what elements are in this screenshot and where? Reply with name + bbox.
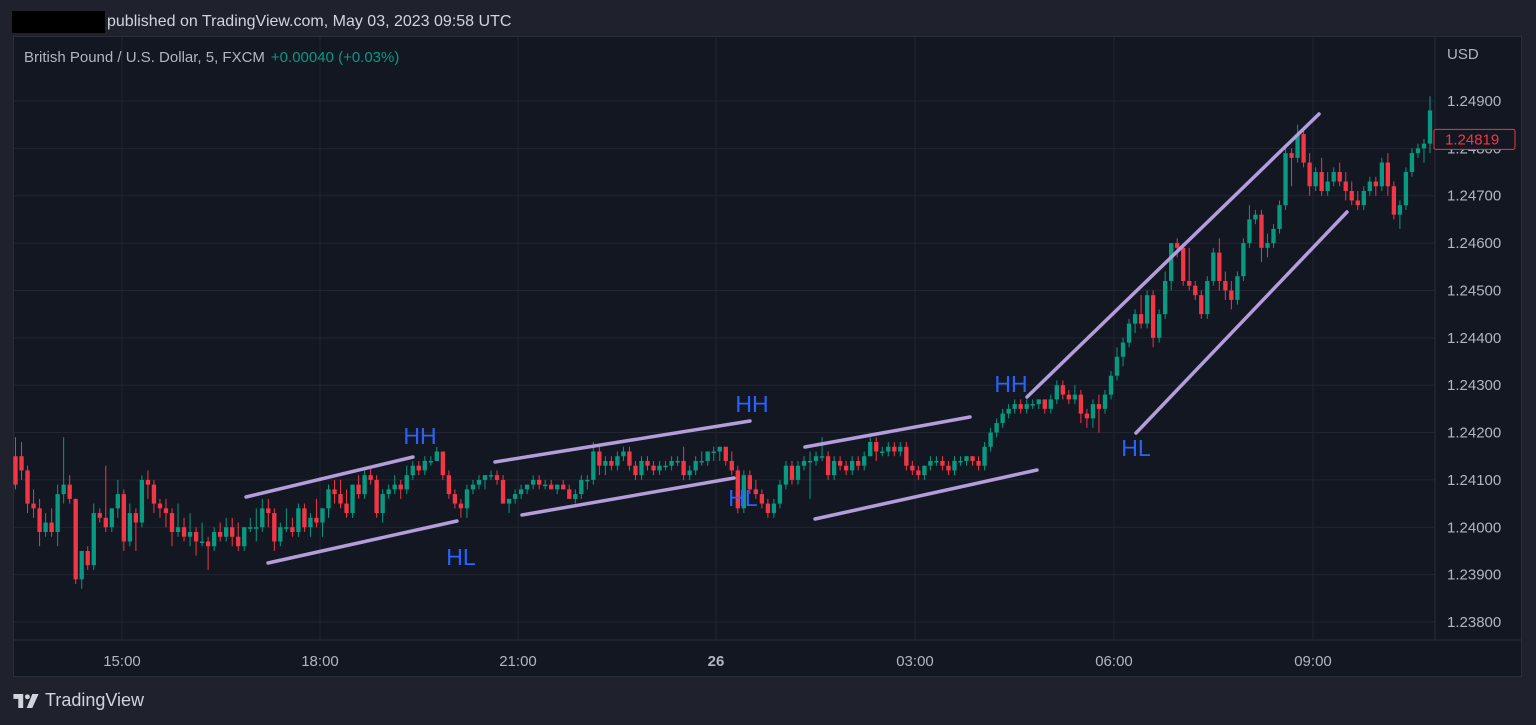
time-axis[interactable]: 15:00 18:00 21:00 26 03:00 06:00 09:00	[103, 653, 1332, 670]
candles	[13, 96, 1433, 589]
trendline[interactable]	[266, 519, 459, 565]
higher-low-label: HL	[446, 544, 476, 570]
trendline[interactable]	[1025, 112, 1321, 399]
last-price-marker: 1.24819	[1433, 128, 1516, 150]
price-tick-label: 1.24600	[1447, 235, 1501, 252]
higher-high-label: HH	[403, 423, 436, 449]
time-tick-label: 18:00	[301, 653, 339, 670]
higher-low-label: HL	[1121, 435, 1151, 461]
higher-high-label: HH	[994, 371, 1027, 397]
price-tick-label: 1.23900	[1447, 567, 1501, 584]
chart-frame	[13, 36, 1522, 677]
published-caption: published on TradingView.com, May 03, 20…	[107, 13, 512, 30]
trendline[interactable]	[520, 476, 736, 517]
tradingview-logo-icon	[13, 693, 39, 708]
currency-label: USD	[1447, 46, 1479, 63]
price-tick-label: 1.24400	[1447, 330, 1501, 347]
price-tick-label: 1.24500	[1447, 282, 1501, 299]
tradingview-brand: TradingView	[45, 690, 145, 710]
trendline[interactable]	[1134, 210, 1349, 435]
higher-high-label: HH	[735, 391, 768, 417]
price-tick-label: 1.24200	[1447, 425, 1501, 442]
price-tick-label: 1.24100	[1447, 472, 1501, 489]
time-tick-label: 26	[708, 653, 725, 670]
price-tick-label: 1.23800	[1447, 614, 1501, 631]
annotations: HH HL HH HL HH HL	[403, 371, 1151, 570]
time-tick-label: 03:00	[896, 653, 934, 670]
redacted-author	[12, 11, 105, 33]
trendline[interactable]	[244, 455, 415, 499]
grid-lines	[14, 37, 1521, 641]
time-tick-label: 21:00	[499, 653, 537, 670]
chart-legend: British Pound / U.S. Dollar, 5, FXCM +0.0…	[24, 48, 399, 68]
time-tick-label: 06:00	[1095, 653, 1133, 670]
footer-branding[interactable]: TradingView	[13, 690, 144, 711]
trendlines[interactable]	[244, 112, 1349, 565]
trendline[interactable]	[803, 415, 972, 449]
price-tick-label: 1.24900	[1447, 93, 1501, 110]
trendline[interactable]	[813, 468, 1039, 521]
trendline[interactable]	[493, 419, 752, 464]
price-tick-label: 1.24300	[1447, 377, 1501, 394]
time-tick-label: 15:00	[103, 653, 141, 670]
time-tick-label: 09:00	[1294, 653, 1332, 670]
higher-low-label: HL	[728, 485, 758, 511]
symbol-label[interactable]: British Pound / U.S. Dollar, 5, FXCM	[24, 49, 265, 66]
last-price-label: 1.24819	[1445, 131, 1499, 148]
price-tick-label: 1.24000	[1447, 519, 1501, 536]
change-value: +0.00040 (+0.03%)	[270, 49, 400, 66]
price-tick-label: 1.24700	[1447, 188, 1501, 205]
